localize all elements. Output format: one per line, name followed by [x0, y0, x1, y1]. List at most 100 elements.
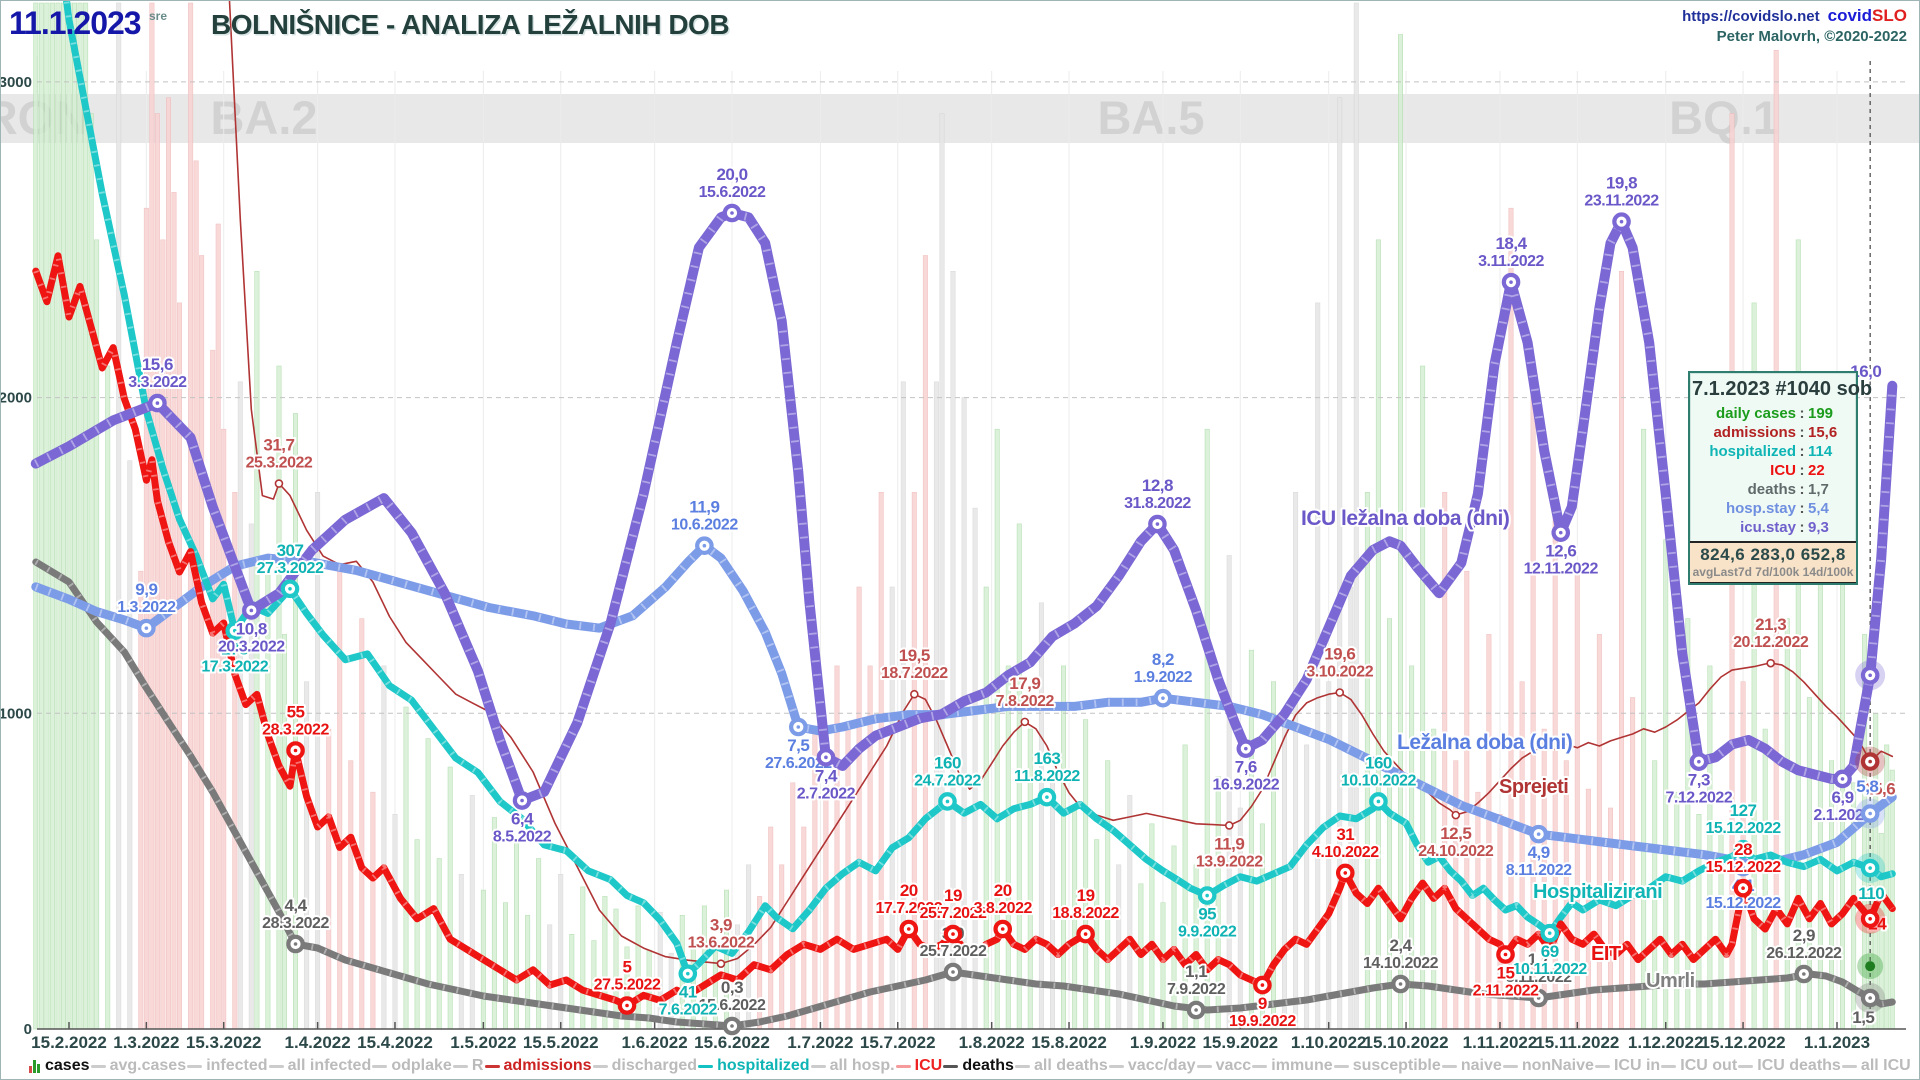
legend-item-susceptible[interactable]: susceptible [1333, 1057, 1441, 1075]
svg-text:13.9.2022: 13.9.2022 [1196, 853, 1263, 870]
svg-text:55: 55 [287, 703, 305, 722]
svg-text:7.6.2022: 7.6.2022 [659, 1002, 718, 1019]
summary-rows: daily cases:199 admissions:15,6 hospitaliz… [1690, 404, 1856, 537]
svg-text:12,6: 12,6 [1545, 542, 1576, 561]
svg-text:15,6: 15,6 [1864, 780, 1895, 799]
summary-footer-caption: avgLast7d 7d/100k 14d/100k [1692, 565, 1854, 579]
svg-text:15.12.2022: 15.12.2022 [1706, 859, 1782, 876]
legend-line-icon [372, 1064, 388, 1068]
svg-text:10.6.2022: 10.6.2022 [671, 517, 738, 534]
svg-text:9,9: 9,9 [135, 580, 157, 599]
legend-item-odplake[interactable]: odplake [372, 1057, 452, 1075]
legend-item-avg-cases[interactable]: avg.cases [90, 1057, 186, 1075]
series-legend: cases avg.cases infected all infected odplak… [29, 1055, 1911, 1077]
svg-text:17.7.2022: 17.7.2022 [875, 900, 942, 917]
legend-line-icon [1594, 1064, 1610, 1068]
legend-item-r[interactable]: R [452, 1057, 483, 1075]
legend-item-admissions[interactable]: admissions [484, 1057, 592, 1075]
svg-text:11.8.2022: 11.8.2022 [1014, 768, 1080, 785]
svg-text:110: 110 [1858, 884, 1884, 903]
summary-row-icu-stay: icu.stay:9,3 [1740, 519, 1829, 536]
svg-text:15: 15 [1497, 964, 1515, 983]
legend-line-icon [1841, 1064, 1857, 1068]
x-tick-label: 1.11.2022 [1462, 1033, 1538, 1052]
svg-text:18.7.2022: 18.7.2022 [881, 665, 948, 682]
variant-band [1, 94, 1919, 143]
legend-item-cases[interactable]: cases [29, 1057, 90, 1075]
svg-text:20: 20 [900, 881, 918, 900]
legend-item-all-hosp-[interactable]: all hosp. [810, 1057, 895, 1075]
svg-text:Sprejeti: Sprejeti [1499, 776, 1568, 798]
summary-title: 7.1.2023 #1040 sob [1692, 378, 1873, 400]
x-tick-label: 15.2.2022 [31, 1033, 107, 1052]
svg-text:9.9.2022: 9.9.2022 [1178, 924, 1237, 941]
legend-line-icon [1196, 1064, 1212, 1068]
x-tick-label: 15.6.2022 [694, 1033, 770, 1052]
legend-line-icon [1108, 1064, 1124, 1068]
svg-text:7.8.2022: 7.8.2022 [996, 693, 1055, 710]
svg-text:7.9.2022: 7.9.2022 [1167, 981, 1226, 998]
svg-text:25.3.2022: 25.3.2022 [246, 455, 313, 472]
svg-text:8.11.2022: 8.11.2022 [1506, 969, 1572, 986]
svg-text:278: 278 [221, 640, 248, 659]
legend-item-vacc[interactable]: vacc [1196, 1057, 1251, 1075]
svg-text:25.7.2022: 25.7.2022 [920, 905, 987, 922]
legend-item-nonnaive[interactable]: nonNaive [1502, 1057, 1594, 1075]
svg-text:3.8.2022: 3.8.2022 [974, 900, 1033, 917]
legend-line-icon [943, 1064, 959, 1068]
svg-text:23.11.2022: 23.11.2022 [1584, 193, 1659, 210]
svg-text:0,3: 0,3 [721, 978, 743, 997]
svg-text:2,4: 2,4 [1389, 936, 1412, 955]
svg-text:160: 160 [1365, 753, 1392, 772]
site-url-link[interactable]: https://covidslo.net [1682, 8, 1820, 25]
svg-text:19.9.2022: 19.9.2022 [1229, 1013, 1296, 1030]
svg-text:3.11.2022: 3.11.2022 [1478, 253, 1544, 270]
legend-item-icu[interactable]: ICU [895, 1057, 942, 1075]
summary-row-daily-cases: daily cases:199 [1715, 405, 1834, 422]
summary-row-hosp-stay: hosp.stay:5,4 [1725, 500, 1829, 517]
legend-item-icu-in[interactable]: ICU in [1594, 1057, 1660, 1075]
legend-item-icu-out[interactable]: ICU out [1661, 1057, 1737, 1075]
brand-slo: SLO [1872, 6, 1907, 25]
legend-item-vacc-day[interactable]: vacc/day [1108, 1057, 1196, 1075]
x-tick-label: 15.11.2022 [1535, 1033, 1620, 1052]
svg-text:6,9: 6,9 [1831, 788, 1853, 807]
legend-item-discharged[interactable]: discharged [592, 1057, 697, 1075]
variant-label: BA.5 [1097, 91, 1204, 144]
svg-text:27.5.2022: 27.5.2022 [594, 977, 661, 994]
series-hosp-stay-line [31, 541, 1897, 872]
svg-text:8.11.2022: 8.11.2022 [1506, 862, 1572, 879]
svg-text:24.10.2022: 24.10.2022 [1418, 843, 1494, 860]
svg-text:14.10.2022: 14.10.2022 [1363, 955, 1439, 972]
report-weekday: sre [149, 9, 168, 23]
legend-item-hospitalized[interactable]: hospitalized [698, 1057, 810, 1075]
svg-text:27.3.2022: 27.3.2022 [257, 560, 324, 577]
legend-item-immune[interactable]: immune [1252, 1057, 1333, 1075]
legend-item-icu-deaths[interactable]: ICU deaths [1738, 1057, 1841, 1075]
summary-footer-values: 824,6 283,0 652,8 [1700, 545, 1846, 564]
legend-line-icon [1252, 1064, 1268, 1068]
svg-text:19,8: 19,8 [1606, 174, 1637, 193]
legend-item-naive[interactable]: naive [1441, 1057, 1502, 1075]
svg-text:19,5: 19,5 [899, 646, 930, 665]
svg-text:127: 127 [1730, 801, 1757, 820]
legend-item-all-icu[interactable]: all ICU [1841, 1057, 1911, 1075]
svg-text:18,4: 18,4 [1495, 234, 1527, 253]
legend-line-icon [592, 1064, 608, 1068]
svg-text:2.11.2022: 2.11.2022 [1473, 983, 1539, 1000]
series-deaths-line [32, 558, 1896, 1030]
legend-item-deaths[interactable]: deaths [943, 1057, 1014, 1075]
report-date: 11.1.2023 [9, 5, 142, 41]
svg-text:15.6.2022: 15.6.2022 [699, 184, 766, 201]
svg-text:7,4: 7,4 [815, 766, 838, 785]
legend-line-icon [452, 1064, 468, 1068]
svg-text:9: 9 [1258, 994, 1267, 1013]
cases-bars-icon [29, 1059, 41, 1073]
svg-text:20: 20 [994, 881, 1012, 900]
svg-text:3.3.2022: 3.3.2022 [128, 374, 187, 391]
legend-item-all-infected[interactable]: all infected [268, 1057, 371, 1075]
svg-text:7,3: 7,3 [1688, 771, 1710, 790]
legend-item-infected[interactable]: infected [187, 1057, 268, 1075]
legend-line-icon [895, 1064, 911, 1068]
legend-item-all-deaths[interactable]: all deaths [1014, 1057, 1108, 1075]
